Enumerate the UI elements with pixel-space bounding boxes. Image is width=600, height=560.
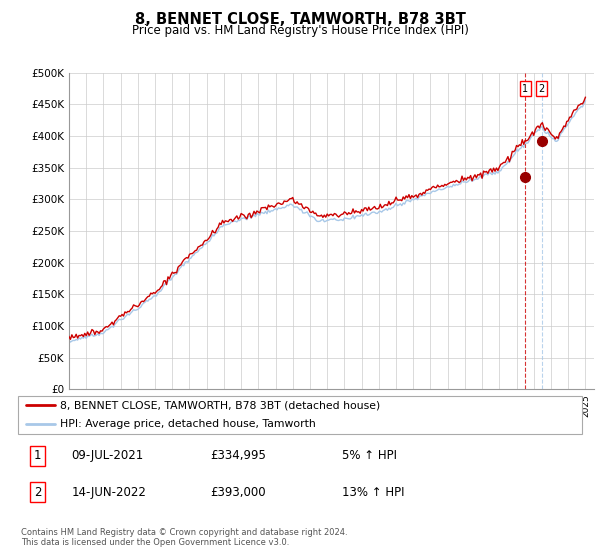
Text: 2: 2 <box>538 83 545 94</box>
Text: 14-JUN-2022: 14-JUN-2022 <box>71 486 146 499</box>
Text: £334,995: £334,995 <box>210 449 266 463</box>
Text: 2: 2 <box>34 486 41 499</box>
Text: 8, BENNET CLOSE, TAMWORTH, B78 3BT (detached house): 8, BENNET CLOSE, TAMWORTH, B78 3BT (deta… <box>60 400 380 410</box>
Text: 13% ↑ HPI: 13% ↑ HPI <box>342 486 405 499</box>
FancyBboxPatch shape <box>18 396 582 434</box>
Text: HPI: Average price, detached house, Tamworth: HPI: Average price, detached house, Tamw… <box>60 419 316 430</box>
Text: 1: 1 <box>523 83 529 94</box>
Text: 09-JUL-2021: 09-JUL-2021 <box>71 449 144 463</box>
Text: Price paid vs. HM Land Registry's House Price Index (HPI): Price paid vs. HM Land Registry's House … <box>131 24 469 36</box>
Text: 8, BENNET CLOSE, TAMWORTH, B78 3BT: 8, BENNET CLOSE, TAMWORTH, B78 3BT <box>134 12 466 27</box>
Text: Contains HM Land Registry data © Crown copyright and database right 2024.
This d: Contains HM Land Registry data © Crown c… <box>21 528 347 547</box>
Text: 1: 1 <box>34 449 41 463</box>
Text: 5% ↑ HPI: 5% ↑ HPI <box>342 449 397 463</box>
Text: £393,000: £393,000 <box>210 486 265 499</box>
